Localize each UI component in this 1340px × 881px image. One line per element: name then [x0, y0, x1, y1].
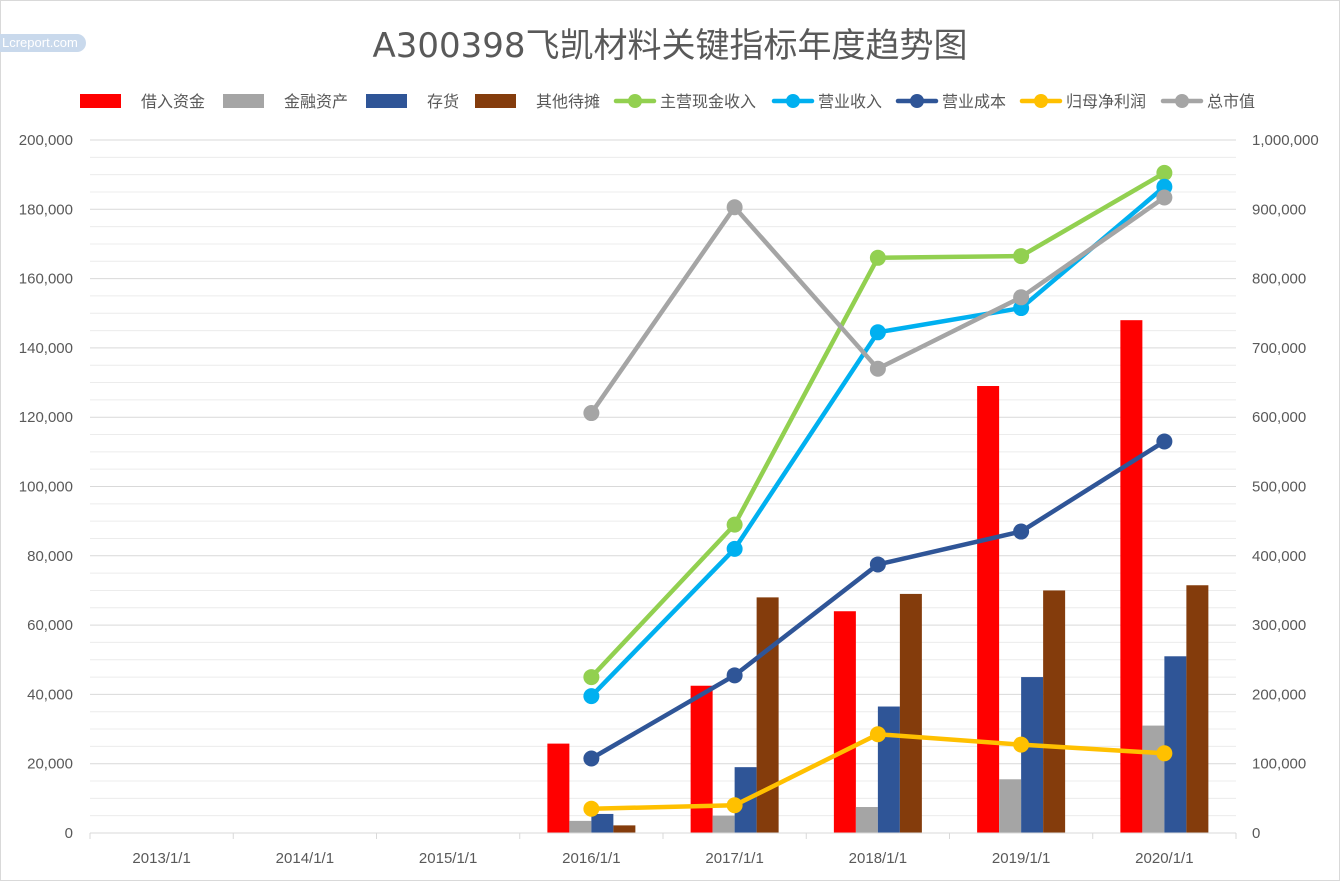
- legend-marker: [1034, 94, 1048, 108]
- bar-series: [547, 320, 1209, 833]
- y-left-tick-label: 120,000: [19, 409, 73, 426]
- legend-label: 金融资产: [284, 92, 348, 111]
- watermark: Lcreport.com: [0, 34, 86, 52]
- legend-label: 营业成本: [942, 92, 1006, 111]
- data-point: [869, 556, 886, 573]
- bar: [1164, 656, 1187, 833]
- bar: [833, 611, 856, 833]
- data-point: [869, 249, 886, 266]
- y-right-tick-label: 700,000: [1252, 340, 1306, 357]
- y-right-tick-label: 500,000: [1252, 479, 1306, 496]
- y-left-tick-label: 20,000: [27, 756, 73, 773]
- series-line: [589, 170, 1167, 680]
- y-right-tick-label: 1,000,000: [1252, 132, 1319, 149]
- y-right-tick-label: 100,000: [1252, 756, 1306, 773]
- bar: [977, 386, 1000, 833]
- legend-marker: [628, 94, 642, 108]
- data-point: [726, 516, 743, 533]
- legend-label: 营业收入: [818, 92, 882, 111]
- data-point: [583, 688, 600, 705]
- y-left-tick-label: 80,000: [27, 548, 73, 565]
- y-right-tick-label: 200,000: [1252, 686, 1306, 703]
- x-tick-label: 2019/1/1: [992, 850, 1050, 867]
- chart-title: A300398飞凯材料关键指标年度趋势图: [372, 26, 968, 66]
- bar: [877, 706, 900, 833]
- legend-marker: [786, 94, 800, 108]
- data-point: [583, 405, 600, 422]
- data-point: [869, 324, 886, 341]
- y-right-tick-label: 900,000: [1252, 201, 1306, 218]
- y-left-tick-label: 100,000: [19, 479, 73, 496]
- bar: [899, 593, 922, 833]
- bar: [1043, 590, 1066, 833]
- series-line: [589, 195, 1167, 416]
- legend-swatch: [80, 94, 121, 108]
- legend-label: 其他待摊: [536, 92, 600, 111]
- y-right-tick-label: 600,000: [1252, 409, 1306, 426]
- bar: [756, 597, 779, 833]
- data-point: [583, 800, 600, 817]
- data-point: [726, 199, 743, 216]
- bar: [855, 807, 878, 833]
- x-tick-label: 2013/1/1: [132, 850, 190, 867]
- bar: [712, 815, 735, 833]
- data-point: [726, 797, 743, 814]
- x-tick-label: 2015/1/1: [419, 850, 477, 867]
- y-right-tick-label: 400,000: [1252, 548, 1306, 565]
- data-point: [583, 669, 600, 686]
- data-point: [1013, 523, 1030, 540]
- bar: [547, 743, 570, 833]
- legend-swatch: [475, 94, 516, 108]
- x-tick-label: 2016/1/1: [562, 850, 620, 867]
- y-left-tick-label: 200,000: [19, 132, 73, 149]
- legend-label: 总市值: [1207, 92, 1255, 111]
- data-point: [1013, 248, 1030, 265]
- y-left-tick-label: 0: [65, 825, 73, 842]
- bar: [569, 820, 592, 833]
- data-point: [1156, 189, 1173, 206]
- x-tick-label: 2017/1/1: [705, 850, 763, 867]
- x-tick-label: 2020/1/1: [1135, 850, 1193, 867]
- y-left-tick-label: 180,000: [19, 201, 73, 218]
- y-left-tick-label: 160,000: [19, 271, 73, 288]
- y-left-tick-label: 40,000: [27, 686, 73, 703]
- data-point: [1013, 289, 1030, 306]
- legend-label: 归母净利润: [1066, 92, 1146, 111]
- y-left-tick-label: 60,000: [27, 617, 73, 634]
- bar: [1142, 725, 1165, 833]
- data-point: [869, 726, 886, 743]
- legend-label: 主营现金收入: [660, 92, 756, 111]
- legend-label: 借入资金: [141, 92, 205, 111]
- data-point: [1156, 164, 1173, 181]
- bar: [1186, 585, 1209, 833]
- y-left-tick-label: 140,000: [19, 340, 73, 357]
- bar: [1120, 320, 1143, 833]
- y-right-tick-label: 800,000: [1252, 271, 1306, 288]
- bar: [999, 779, 1022, 833]
- data-point: [726, 667, 743, 684]
- bar: [613, 825, 636, 833]
- bar: [690, 685, 713, 833]
- data-point: [583, 750, 600, 767]
- data-point: [1156, 433, 1173, 450]
- legend-swatch: [366, 94, 407, 108]
- data-point: [869, 360, 886, 377]
- data-point: [726, 540, 743, 557]
- legend-label: 存货: [427, 92, 459, 111]
- y-right-tick-label: 300,000: [1252, 617, 1306, 634]
- data-point: [1156, 745, 1173, 762]
- x-tick-label: 2014/1/1: [276, 850, 334, 867]
- bar: [1021, 677, 1044, 833]
- y-right-tick-label: 0: [1252, 825, 1260, 842]
- x-tick-label: 2018/1/1: [849, 850, 907, 867]
- data-point: [1013, 736, 1030, 753]
- bar: [591, 813, 614, 833]
- legend-marker: [1175, 94, 1189, 108]
- line-series: [583, 164, 1173, 817]
- legend-marker: [910, 94, 924, 108]
- legend-swatch: [223, 94, 264, 108]
- legend: 借入资金 金融资产 存货 其他待摊 主营现金收入 营业收入 营业成本 归母净利润 总市值: [80, 92, 1255, 111]
- axes: 0 20,000 40,000 60,000 80,000 100,000 120,000 1…: [19, 132, 1319, 867]
